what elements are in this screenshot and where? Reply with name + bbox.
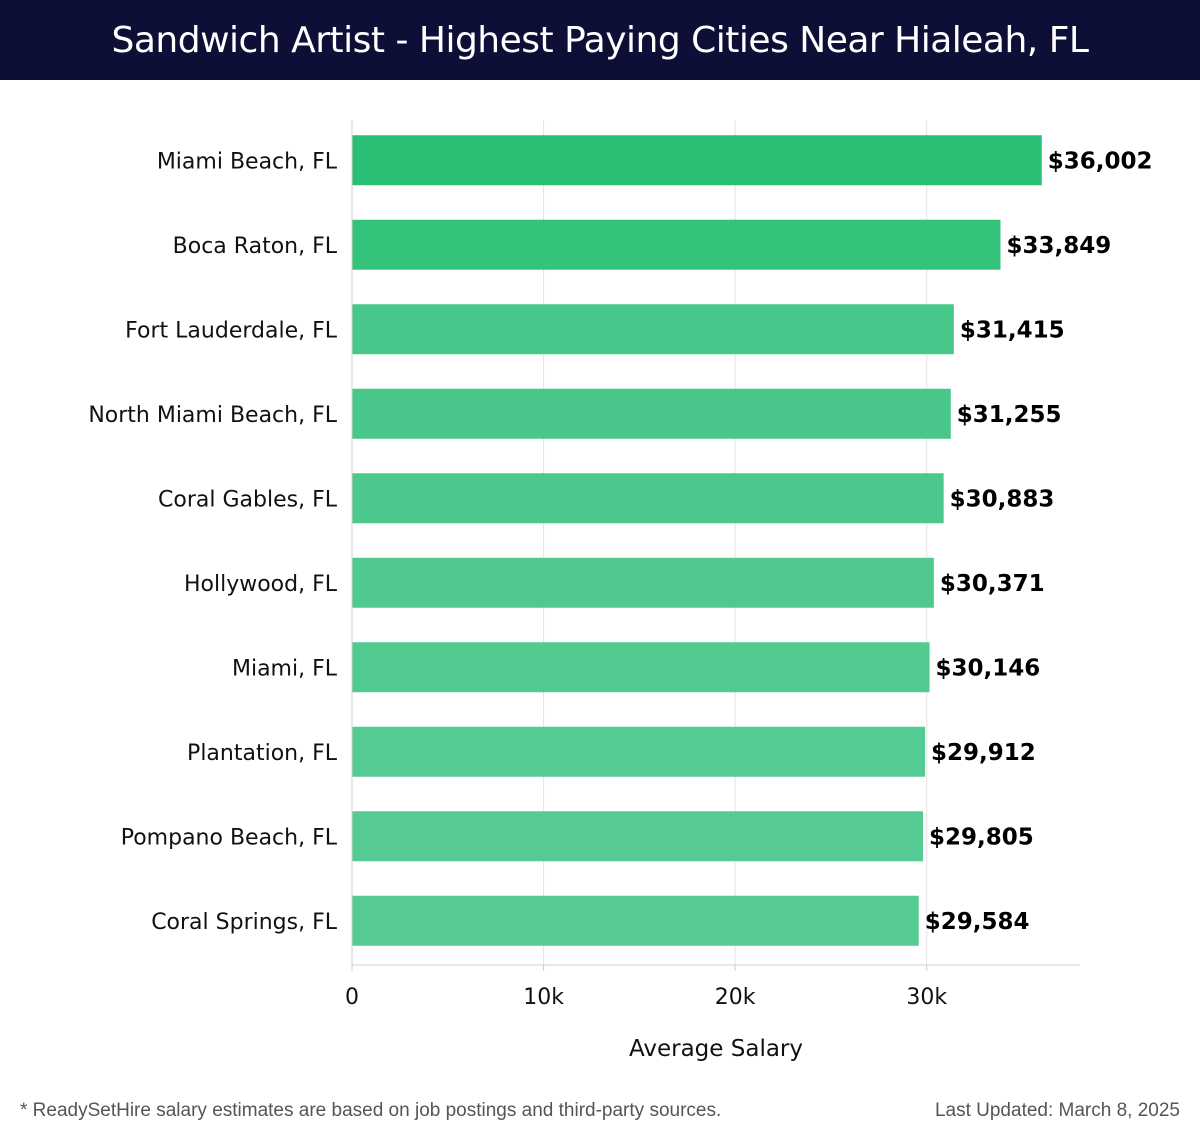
bar — [352, 219, 1001, 270]
value-label: $33,849 — [1006, 233, 1111, 259]
category-label: Hollywood, FL — [184, 572, 338, 597]
category-label: Miami Beach, FL — [157, 149, 338, 174]
bar — [352, 895, 919, 946]
footer-note: * ReadySetHire salary estimates are base… — [20, 1100, 722, 1121]
bar — [352, 811, 924, 862]
value-label: $31,415 — [960, 317, 1065, 343]
x-tick-label: 10k — [523, 985, 564, 1010]
title-bar: Sandwich Artist - Highest Paying Cities … — [0, 0, 1200, 80]
value-label: $36,002 — [1048, 148, 1153, 174]
x-tick-label: 20k — [715, 985, 756, 1010]
category-label: Miami, FL — [232, 656, 338, 681]
value-label: $30,371 — [940, 571, 1045, 597]
bar — [352, 135, 1042, 186]
bar — [352, 726, 926, 777]
bar — [352, 557, 934, 608]
bar — [352, 388, 951, 439]
value-label: $31,255 — [957, 402, 1062, 428]
x-tick-label: 0 — [345, 985, 359, 1010]
category-label: Coral Gables, FL — [158, 487, 338, 512]
value-label: $30,146 — [936, 655, 1041, 681]
value-label: $30,883 — [950, 486, 1055, 512]
x-tick-label: 30k — [906, 985, 947, 1010]
bar — [352, 473, 944, 524]
bar — [352, 642, 930, 693]
value-label: $29,584 — [925, 909, 1030, 935]
value-label: $29,912 — [931, 740, 1036, 766]
chart-title: Sandwich Artist - Highest Paying Cities … — [111, 19, 1089, 61]
category-label: Coral Springs, FL — [151, 910, 338, 935]
category-label: Plantation, FL — [187, 741, 338, 766]
category-label: Fort Lauderdale, FL — [125, 318, 338, 343]
last-updated: Last Updated: March 8, 2025 — [934, 1100, 1180, 1121]
bar-chart: Miami Beach, FL $36,002 Boca Raton, FL $33,… — [88, 120, 1153, 1062]
category-label: Pompano Beach, FL — [121, 825, 338, 850]
value-label: $29,805 — [929, 824, 1034, 850]
x-axis-title: Average Salary — [629, 1036, 803, 1062]
category-label: North Miami Beach, FL — [88, 403, 337, 428]
category-label: Boca Raton, FL — [173, 234, 338, 259]
bar — [352, 304, 954, 355]
